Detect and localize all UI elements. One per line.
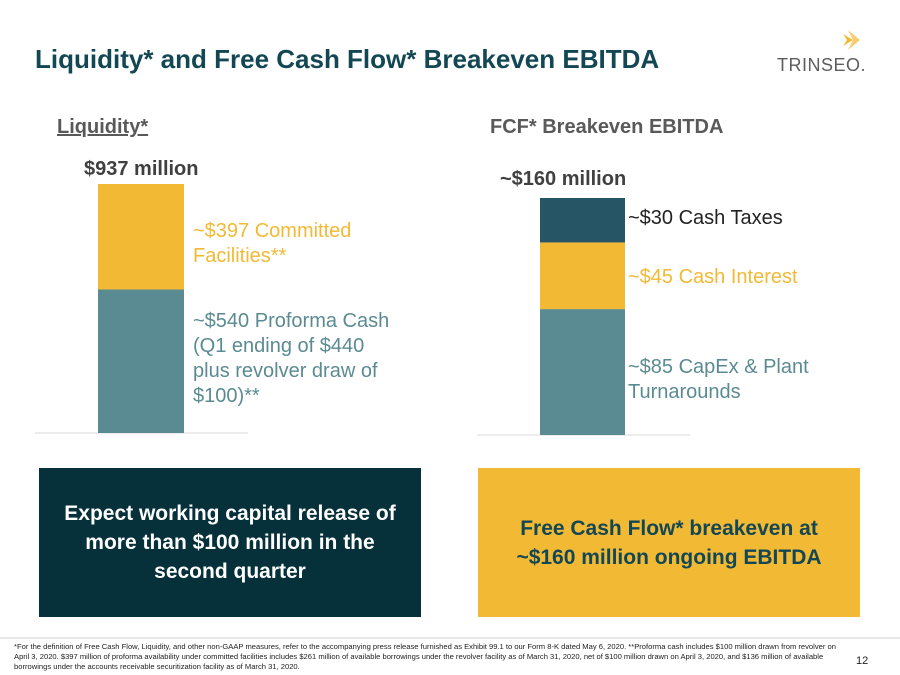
- bar-segment: [98, 289, 184, 433]
- logo-text: TRINSEO.: [777, 55, 867, 75]
- slide-title: Liquidity* and Free Cash Flow* Breakeven…: [35, 44, 660, 74]
- callout-box: Expect working capital release of more t…: [39, 468, 421, 617]
- footnote: *For the definition of Free Cash Flow, L…: [14, 642, 836, 671]
- segment-label: ~$85 CapEx & Plant Turnarounds: [628, 356, 809, 403]
- logo-icon: [848, 30, 860, 50]
- segment-label: ~$45 Cash Interest: [628, 266, 798, 288]
- bar-segment: [540, 242, 625, 310]
- total-label: ~$160 million: [500, 168, 627, 190]
- chart-title: FCF* Breakeven EBITDA: [490, 116, 724, 138]
- segment-label: ~$397 Committed Facilities**: [193, 220, 352, 267]
- bar-segment: [98, 184, 184, 290]
- page-number: 12: [856, 655, 869, 667]
- callout-box: Free Cash Flow* breakeven at ~$160 milli…: [478, 468, 860, 617]
- total-label: $937 million: [84, 158, 199, 180]
- bar-segment: [540, 198, 625, 243]
- segment-label: ~$30 Cash Taxes: [628, 207, 783, 229]
- logo-icon: [843, 34, 853, 46]
- chart-title: Liquidity*: [57, 116, 149, 138]
- segment-label: ~$540 Proforma Cash (Q1 ending of $440 p…: [193, 310, 390, 407]
- bar-segment: [540, 309, 625, 435]
